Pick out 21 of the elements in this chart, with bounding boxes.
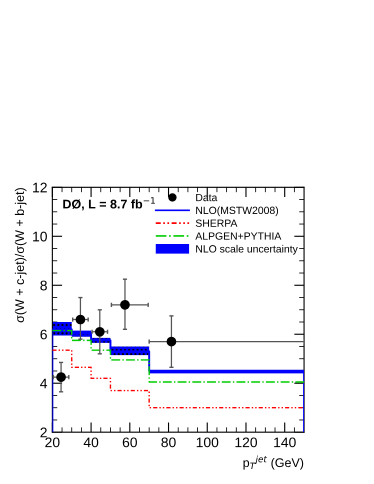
x-tick-label: 60 [122, 437, 137, 448]
y-tick-label: 8 [40, 280, 47, 290]
y-axis-title: σ(W + c-jet)/σ(W + b-jet) [14, 188, 26, 322]
x-tick-label: 20 [45, 437, 60, 448]
x-tick-label: 40 [84, 437, 98, 448]
x-tick-label: 100 [196, 437, 218, 448]
x-axis-title: p$_{T}$$^{jet}$ (GeV) [243, 456, 304, 470]
annotation: NLO scale uncertainty [196, 244, 298, 255]
y-tick-label: 2 [40, 428, 47, 438]
y-tick-label: 12 [33, 182, 47, 192]
x-tick-label: 140 [274, 437, 296, 448]
y-tick-label: 6 [40, 330, 47, 340]
y-tick-label: 4 [40, 378, 48, 388]
x-tick-label: 120 [235, 437, 258, 448]
legend-label: Data [196, 194, 218, 202]
annotation: DØ, L = 8.7 fb$^{−1}$ [63, 197, 155, 210]
legend-label: SHERPA [196, 220, 238, 227]
x-tick-label: 80 [161, 437, 176, 448]
y-tick-label: 10 [33, 232, 47, 242]
legend-label: NLO(MSTW2008) [196, 206, 278, 216]
legend-label: ALPGEN+PYTHIA [195, 232, 282, 240]
